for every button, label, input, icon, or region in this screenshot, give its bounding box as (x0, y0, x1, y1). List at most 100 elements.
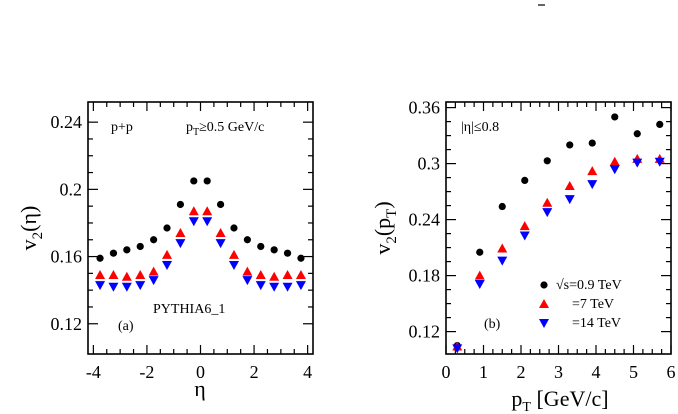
panel-a-point-s1 (215, 228, 226, 238)
panel-b-point-s2 (542, 208, 553, 218)
panel-b-xtick-label: 3 (554, 362, 563, 382)
panel-b-ytick-label: 0.12 (409, 322, 441, 342)
panel-b-frame (445, 101, 672, 355)
panel-b-ytick-label: 0.3 (418, 154, 441, 174)
panel-b-point-s0 (476, 248, 484, 256)
panel-a-point-s1 (108, 270, 119, 280)
legend-marker-s2 (539, 319, 549, 328)
panel-a-point-s2 (108, 282, 119, 292)
panel-a-point-s2 (228, 260, 239, 270)
panel-a-system: p+p (111, 120, 133, 135)
panel-a-point-s2 (121, 282, 132, 292)
panel-b-ylabel: v2(pT) (370, 201, 400, 254)
panel-b-points (452, 113, 665, 354)
panel-a-point-s2 (148, 276, 159, 286)
panel-b-point-s0 (656, 120, 664, 128)
panel-a-xtick-label: 4 (303, 362, 312, 382)
panel-b-point-s1 (474, 270, 485, 280)
panel-b-point-s1 (587, 166, 598, 176)
panel-b-point-s2 (609, 165, 620, 175)
panel-b-xtick-label: 5 (629, 362, 638, 382)
panel-a-label: (a) (118, 319, 134, 334)
panel-b-xtick-label: 4 (592, 362, 601, 382)
legend-label-s2: =14 TeV (572, 316, 621, 331)
panel-b-xlabel: pT [GeV/c] (511, 386, 608, 414)
panel-a-point-s2 (255, 281, 266, 291)
panel-a-point-s2 (162, 260, 173, 270)
panel-b-ytick-label: 0.18 (409, 266, 441, 286)
panel-a-point-s1 (121, 271, 132, 281)
panel-a-point-s2 (295, 281, 306, 291)
panel-a-point-s0 (257, 242, 265, 251)
panel-a-xlabel: η (194, 376, 206, 401)
panel-b-point-s2 (497, 256, 508, 266)
panel-b-point-s2 (452, 344, 463, 354)
panel-b-xtick-label: 6 (667, 362, 676, 382)
panel-a-point-s2 (95, 281, 106, 291)
panel-a-point-s0 (96, 254, 104, 262)
panel-b-point-s0 (611, 113, 619, 121)
panel-a-point-s2 (215, 239, 226, 249)
panel-a-xtick-label: 0 (196, 362, 205, 382)
panel-b-point-s0 (543, 157, 551, 165)
panel-a-point-s1 (295, 270, 306, 280)
panel-a-point-s1 (228, 249, 239, 259)
panel-a-point-s1 (282, 270, 293, 280)
panel-a-point-s2 (242, 276, 253, 286)
panel-b-point-s2 (519, 231, 530, 241)
panel-a-ytick-label: 0.16 (51, 247, 83, 267)
panel-a-point-s1 (269, 271, 280, 281)
panel-b-point-s0 (588, 139, 596, 147)
panel-a-point-s1 (162, 249, 173, 259)
panel-a-xtick-label: 2 (250, 362, 259, 382)
panel-a-point-s0 (283, 249, 292, 257)
panel-a-point-s0 (136, 242, 144, 251)
panel-b-xtick-label: 0 (442, 362, 451, 382)
panel-a-point-s0 (216, 200, 225, 209)
panel-a-point-s1 (242, 266, 253, 276)
legend-marker-s1 (539, 299, 549, 308)
panel-b: 0 1 2 3 4 5 6 0.12 0.18 0.24 0.3 0.36 |η|≤0.8 (b) √… (370, 98, 676, 414)
panel-b-point-s2 (632, 158, 643, 168)
panel-b-point-s0 (521, 176, 529, 184)
panel-a-ticks: -4 -2 0 2 4 0.12 0.16 0.2 0.24 (51, 102, 313, 382)
panel-b-point-s2 (654, 157, 665, 167)
panel-a-point-s1 (135, 270, 146, 280)
panel-a-point-s2 (135, 281, 146, 291)
panel-a-point-s1 (255, 270, 266, 280)
panel-b-ytick-label: 0.36 (409, 98, 441, 118)
panel-a-point-s2 (282, 282, 293, 292)
panel-a-ylabel: v2(η) (16, 206, 46, 251)
panel-b-point-s2 (564, 195, 575, 205)
panel-a-point-s1 (202, 206, 213, 216)
panel-a-ytick-label: 0.2 (60, 179, 83, 199)
panel-b-point-s1 (609, 156, 620, 166)
panel-b-xtick-label: 1 (479, 362, 488, 382)
panel-a: -4 -2 0 2 40.120.160.20.24 p+p pT≥0.5 GeV/c … (16, 101, 314, 401)
panel-a-point-s1 (148, 266, 159, 276)
panel-a-point-s0 (150, 236, 158, 244)
panel-a-point-s0 (176, 200, 185, 209)
panel-b-point-s1 (519, 221, 530, 231)
panel-b-point-s1 (497, 243, 508, 253)
panel-a-point-s2 (188, 217, 199, 227)
panel-a-point-s0 (109, 249, 118, 257)
panel-a-point-s1 (188, 206, 199, 216)
panel-b-point-s0 (566, 141, 574, 149)
panel-a-xtick-label: -4 (86, 362, 101, 382)
panel-a-point-s0 (297, 254, 305, 262)
panel-a-point-s0 (190, 177, 198, 185)
panel-a-point-s0 (123, 246, 131, 254)
panel-a-point-s2 (269, 282, 280, 292)
panel-a-model: PYTHIA6_1 (153, 302, 225, 317)
legend-label-s0: √s=0.9 TeV (556, 278, 622, 293)
panel-a-point-s0 (203, 177, 211, 185)
legend-marker-s0 (540, 281, 548, 289)
panel-b-ytick-label: 0.24 (409, 210, 441, 230)
panel-b-label: (b) (484, 317, 501, 332)
panel-a-point-s1 (95, 270, 106, 280)
panel-a-points (95, 177, 306, 292)
legend-label-s1: =7 TeV (572, 297, 614, 312)
panel-a-ytick-label: 0.24 (51, 112, 83, 132)
